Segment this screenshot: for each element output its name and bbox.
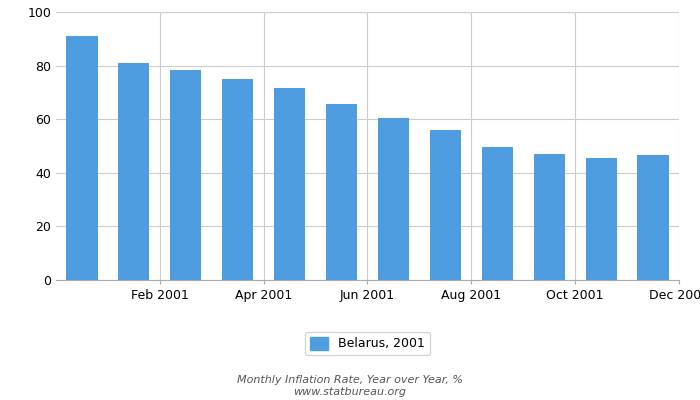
Legend: Belarus, 2001: Belarus, 2001 — [304, 332, 430, 356]
Bar — [378, 118, 409, 280]
Bar — [533, 154, 565, 280]
Bar — [585, 158, 617, 280]
Bar — [482, 147, 513, 280]
Text: www.statbureau.org: www.statbureau.org — [293, 387, 407, 397]
Bar — [274, 88, 305, 280]
Bar — [118, 63, 150, 280]
Bar — [170, 70, 202, 280]
Bar — [326, 104, 357, 280]
Bar — [66, 36, 97, 280]
Bar — [222, 79, 253, 280]
Text: Monthly Inflation Rate, Year over Year, %: Monthly Inflation Rate, Year over Year, … — [237, 375, 463, 385]
Bar — [638, 155, 668, 280]
Bar — [430, 130, 461, 280]
